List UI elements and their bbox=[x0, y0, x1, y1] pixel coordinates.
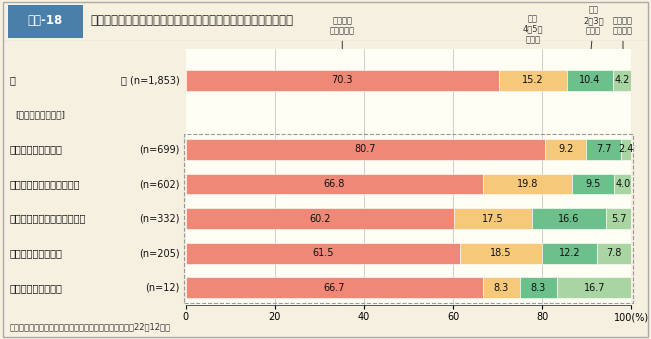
Text: 関　心　が　な　い: 関 心 が な い bbox=[9, 248, 62, 258]
Bar bbox=[546, 139, 587, 160]
Text: どちらかといえば関心がない: どちらかといえば関心がない bbox=[9, 214, 86, 224]
Text: 資料：内閣府「食育の現状と意識に関する調査」（平成22年12月）: 資料：内閣府「食育の現状と意識に関する調査」（平成22年12月） bbox=[10, 322, 171, 332]
Bar bbox=[186, 277, 483, 298]
Bar bbox=[186, 174, 484, 195]
Text: 7.7: 7.7 bbox=[596, 144, 611, 155]
Bar bbox=[621, 139, 631, 160]
Text: 16.6: 16.6 bbox=[559, 214, 580, 224]
Text: 15.2: 15.2 bbox=[522, 75, 544, 85]
Bar bbox=[186, 139, 546, 160]
Text: ほとんど
食べない: ほとんど 食べない bbox=[613, 16, 633, 67]
Bar bbox=[483, 277, 520, 298]
Text: [食べ方への関心度]: [食べ方への関心度] bbox=[15, 111, 65, 119]
Text: (n=12): (n=12) bbox=[146, 283, 180, 293]
Text: 16.7: 16.7 bbox=[583, 283, 605, 293]
Text: 「食べ方への関心度」と「バランスの良い食事の頻度」との関係: 「食べ方への関心度」と「バランスの良い食事の頻度」との関係 bbox=[90, 14, 293, 27]
Text: 7.8: 7.8 bbox=[606, 248, 622, 258]
Text: 10.4: 10.4 bbox=[579, 75, 601, 85]
Text: 60.2: 60.2 bbox=[309, 214, 331, 224]
Text: 4.0: 4.0 bbox=[615, 179, 631, 189]
Bar bbox=[557, 277, 631, 298]
Text: 4.2: 4.2 bbox=[615, 75, 630, 85]
FancyBboxPatch shape bbox=[8, 5, 83, 38]
Bar bbox=[614, 174, 632, 195]
Text: 関　心　が　あ　る: 関 心 が あ る bbox=[9, 144, 62, 155]
Text: 8.3: 8.3 bbox=[531, 283, 546, 293]
Bar bbox=[532, 208, 606, 229]
Bar bbox=[572, 174, 614, 195]
Bar bbox=[186, 70, 499, 91]
Bar bbox=[597, 243, 631, 264]
Text: 8.3: 8.3 bbox=[494, 283, 509, 293]
Text: ほとんど
毎日食べる: ほとんど 毎日食べる bbox=[330, 16, 355, 67]
Bar bbox=[186, 243, 460, 264]
Text: (n=699): (n=699) bbox=[139, 144, 180, 155]
Text: 66.7: 66.7 bbox=[324, 283, 345, 293]
Text: 週に
2〜3日
食べる: 週に 2〜3日 食べる bbox=[583, 6, 604, 67]
Bar bbox=[613, 70, 632, 91]
Text: 12.2: 12.2 bbox=[559, 248, 580, 258]
Text: 66.8: 66.8 bbox=[324, 179, 345, 189]
Text: 9.5: 9.5 bbox=[585, 179, 601, 189]
Bar bbox=[567, 70, 613, 91]
Bar bbox=[587, 139, 621, 160]
Text: 17.5: 17.5 bbox=[482, 214, 504, 224]
Text: 19.8: 19.8 bbox=[517, 179, 538, 189]
Text: 9.2: 9.2 bbox=[558, 144, 574, 155]
Text: わ　か　ら　な　い: わ か ら な い bbox=[9, 283, 62, 293]
Bar bbox=[454, 208, 532, 229]
Bar bbox=[186, 208, 454, 229]
Text: 図表-18: 図表-18 bbox=[27, 14, 62, 27]
Text: (n=332): (n=332) bbox=[139, 214, 180, 224]
Text: 2.4: 2.4 bbox=[618, 144, 634, 155]
Bar bbox=[460, 243, 542, 264]
Text: 80.7: 80.7 bbox=[355, 144, 376, 155]
Bar bbox=[606, 208, 631, 229]
Bar bbox=[520, 277, 557, 298]
Text: 週に
4〜5日
食べる: 週に 4〜5日 食べる bbox=[523, 14, 543, 67]
Text: 70.3: 70.3 bbox=[331, 75, 353, 85]
Bar bbox=[499, 70, 567, 91]
Text: 総: 総 bbox=[9, 75, 15, 85]
Text: (n=205): (n=205) bbox=[139, 248, 180, 258]
Text: 5.7: 5.7 bbox=[611, 214, 626, 224]
Text: どちらかとえば関心がある: どちらかとえば関心がある bbox=[9, 179, 80, 189]
Bar bbox=[484, 174, 572, 195]
Text: (n=602): (n=602) bbox=[139, 179, 180, 189]
Text: 61.5: 61.5 bbox=[312, 248, 333, 258]
Text: 18.5: 18.5 bbox=[490, 248, 512, 258]
Text: 数 (n=1,853): 数 (n=1,853) bbox=[121, 75, 180, 85]
Bar bbox=[542, 243, 597, 264]
